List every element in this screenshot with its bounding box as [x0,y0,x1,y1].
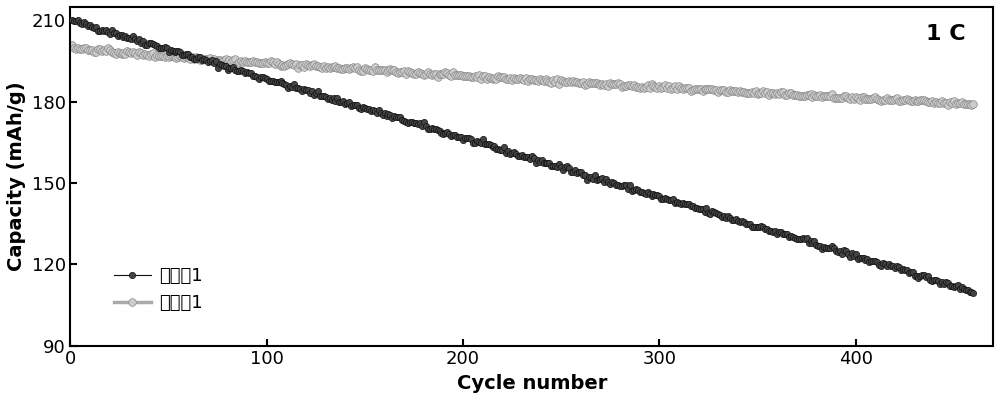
对比例1 [84,23,96,28]
对比例1 [818,245,830,250]
对比例1 [367,108,379,113]
实施例1 [828,95,840,100]
Line: 对比例1: 对比例1 [69,17,977,296]
对比例1 [795,236,807,241]
实施例1 [84,48,96,53]
实施例1 [795,94,807,98]
实施例1 [551,77,563,82]
对比例1 [551,165,563,170]
实施例1 [367,69,379,74]
实施例1 [66,43,78,48]
对比例1 [967,291,979,296]
Text: 1 C: 1 C [926,24,965,44]
X-axis label: Cycle number: Cycle number [457,374,607,393]
对比例1 [828,246,840,251]
Y-axis label: Capacity (mAh/g): Capacity (mAh/g) [7,82,26,271]
实施例1 [965,102,977,107]
实施例1 [818,94,830,98]
实施例1 [967,102,979,107]
Line: 实施例1: 实施例1 [69,42,977,109]
对比例1 [66,18,78,22]
Legend: 对比例1, 实施例1: 对比例1, 实施例1 [107,260,210,320]
